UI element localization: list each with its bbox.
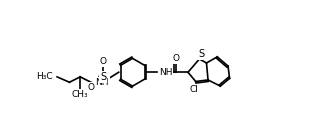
Text: CH₃: CH₃ — [72, 90, 89, 99]
Text: Cl: Cl — [190, 85, 198, 94]
Text: O: O — [100, 57, 107, 66]
Text: H₃C: H₃C — [36, 72, 53, 81]
Text: S: S — [198, 49, 204, 59]
Text: O: O — [172, 54, 179, 63]
Text: S: S — [100, 72, 106, 82]
Text: NH: NH — [96, 78, 109, 87]
Text: NH: NH — [159, 68, 172, 77]
Text: O: O — [88, 83, 94, 92]
